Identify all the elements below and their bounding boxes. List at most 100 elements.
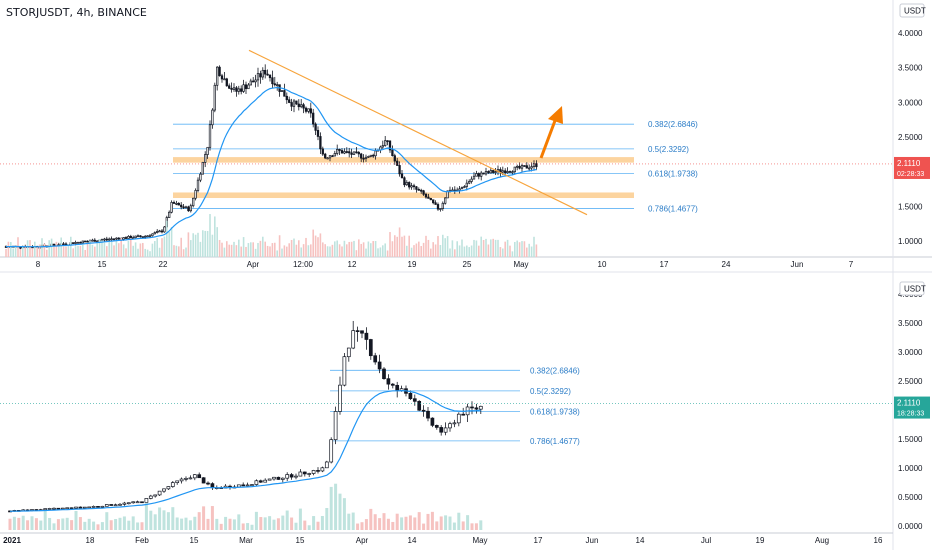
- top-candle-body: [211, 109, 214, 126]
- top-volume-bar: [235, 245, 238, 257]
- top-candle-body: [276, 84, 279, 87]
- bottom-candle-body: [258, 480, 263, 483]
- top-candle-body: [492, 170, 495, 173]
- top-volume-bar: [120, 237, 122, 257]
- bottom-volume-bar: [48, 517, 52, 530]
- bottom-volume-bar: [65, 517, 69, 530]
- top-price-tag-box: [894, 156, 930, 179]
- top-candle-body: [372, 154, 375, 157]
- bottom-candle-body: [166, 486, 171, 490]
- top-candle-body: [528, 167, 531, 170]
- top-support-resistance-zone: [173, 192, 634, 199]
- top-volume-bar: [353, 240, 355, 257]
- top-candle-body: [76, 241, 80, 244]
- top-volume-bar: [65, 247, 67, 257]
- top-volume-bar: [278, 235, 281, 257]
- bottom-volume-bar: [479, 520, 483, 530]
- bottom-price-tag: 2.1110 18:28:33: [894, 396, 930, 419]
- bottom-volume-bar: [158, 507, 162, 530]
- bottom-candle-body: [377, 361, 382, 370]
- top-candle-body: [422, 190, 425, 195]
- top-candle-body: [266, 73, 269, 76]
- top-volume-bar: [82, 245, 84, 257]
- bottom-y-tick-label: 2.5000: [898, 377, 923, 386]
- top-candle-body: [151, 233, 154, 237]
- top-volume-bar: [454, 249, 456, 257]
- bottom-fib-label: 0.618(1.9738): [530, 408, 580, 417]
- bottom-candle-body: [448, 423, 452, 429]
- top-volume-bar: [281, 248, 283, 257]
- top-volume-bar: [84, 249, 86, 257]
- top-candle-body: [506, 171, 509, 174]
- top-volume-bar: [514, 241, 516, 257]
- bottom-candle-body: [197, 474, 202, 479]
- bottom-volume-bar: [400, 517, 404, 530]
- top-volume-bar: [283, 245, 286, 257]
- bottom-candle-body: [113, 504, 118, 507]
- bottom-volume-bar: [320, 515, 324, 530]
- top-candle-body: [168, 211, 171, 218]
- bottom-volume-bar: [162, 510, 166, 530]
- top-volume-bar: [334, 241, 336, 257]
- bottom-fib-label: 0.382(2.6846): [530, 366, 580, 375]
- top-volume-bar: [511, 251, 514, 257]
- bottom-volume-bar: [52, 523, 56, 530]
- top-candle-body: [348, 151, 351, 154]
- top-candle-body: [475, 173, 478, 177]
- top-volume-bar: [425, 235, 427, 257]
- top-candle-body: [501, 170, 504, 173]
- top-candle-body: [213, 84, 216, 111]
- bottom-y-tick-label: 0.0000: [898, 522, 923, 531]
- bottom-volume-bar: [83, 521, 87, 530]
- top-volume-bar: [305, 237, 307, 257]
- bottom-volume-bar: [325, 508, 329, 530]
- top-volume-bar: [250, 242, 252, 257]
- bottom-volume-bar: [268, 516, 272, 530]
- top-volume-bar: [103, 242, 106, 257]
- bottom-ema-line: [9, 389, 481, 512]
- bottom-candle-body: [241, 484, 246, 487]
- top-volume-bar: [43, 243, 46, 257]
- top-y-tick-label: 4.0000: [898, 29, 923, 38]
- top-volume-bar: [374, 241, 377, 257]
- top-candle-body: [204, 154, 207, 163]
- top-candle-body: [333, 153, 336, 157]
- top-volume-bar: [430, 248, 432, 257]
- top-candle-body: [338, 149, 341, 151]
- top-candle-body: [256, 73, 260, 81]
- bottom-fib-label: 0.786(1.4677): [530, 437, 580, 446]
- top-projection-arrow: [539, 106, 563, 159]
- top-candle-body: [122, 237, 125, 240]
- bottom-volume-bar: [338, 493, 342, 530]
- bottom-x-tick-label: Aug: [815, 536, 829, 545]
- top-volume-bar: [79, 245, 82, 257]
- bottom-volume-bar: [56, 519, 60, 530]
- bottom-volume-bar: [378, 518, 382, 530]
- top-volume-bar: [86, 243, 89, 257]
- top-candle-body: [408, 182, 411, 188]
- top-x-tick-label: 8: [36, 260, 41, 269]
- top-x-tick-label: May: [513, 260, 528, 269]
- top-volume-bar: [154, 241, 156, 257]
- bottom-candle-body: [109, 504, 114, 506]
- bottom-candle-body: [298, 471, 303, 477]
- top-candle-body: [86, 240, 89, 243]
- top-volume-bar: [442, 234, 444, 257]
- top-y-tick-label: 3.0000: [898, 98, 923, 107]
- bottom-volume-bar: [39, 520, 43, 530]
- bottom-candle-body: [184, 478, 188, 480]
- top-volume-bar: [458, 245, 461, 257]
- bottom-x-tick-label: 2021: [3, 536, 21, 545]
- bottom-volume-bar: [34, 518, 38, 530]
- top-support-resistance-zone: [173, 157, 634, 163]
- top-candle-body: [74, 242, 77, 244]
- top-volume-bar: [358, 239, 360, 257]
- bottom-y-tick-label: 0.5000: [898, 493, 923, 502]
- top-volume-bar: [418, 241, 420, 257]
- top-volume-bar: [350, 241, 353, 257]
- bottom-candle-body: [245, 484, 250, 487]
- bottom-candle-body: [390, 383, 395, 386]
- bottom-volume-bar: [404, 516, 408, 530]
